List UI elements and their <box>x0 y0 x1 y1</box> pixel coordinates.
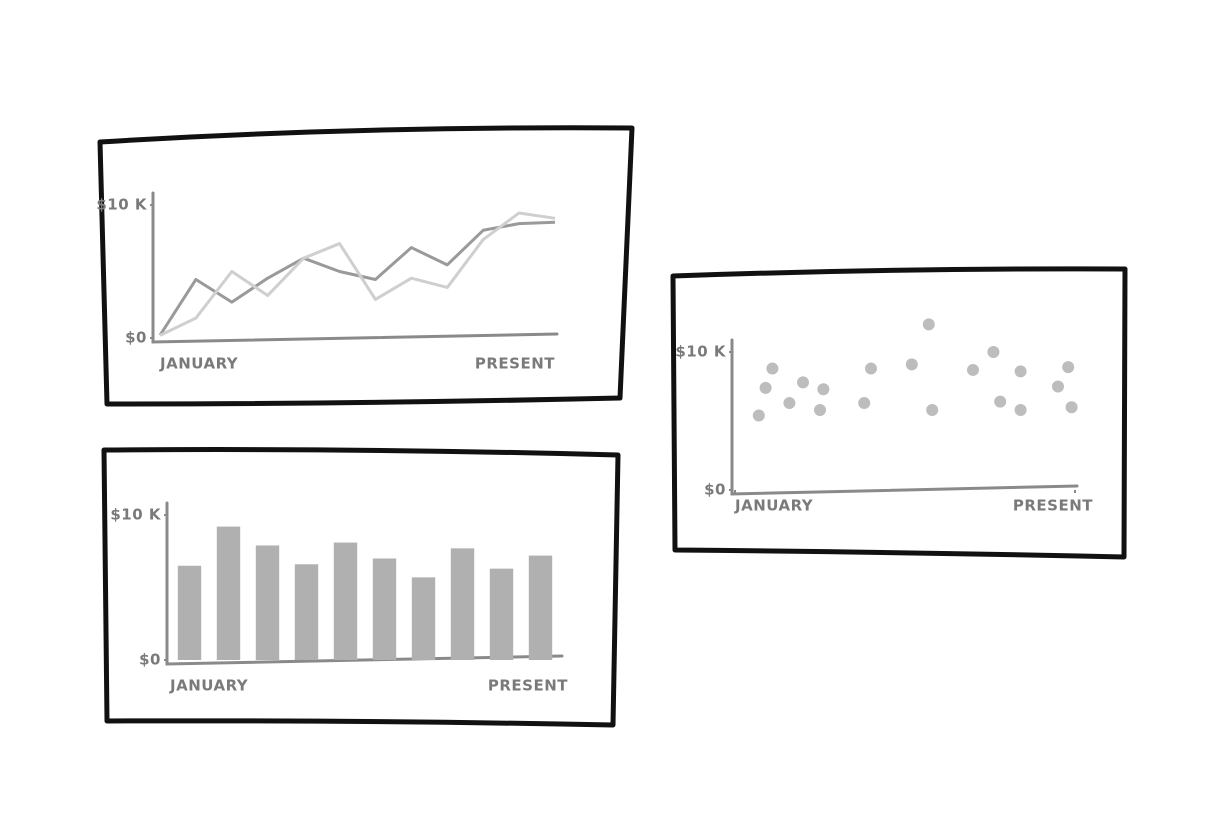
bar <box>333 542 358 660</box>
x-tick-label: JANUARY <box>159 355 239 373</box>
panel-frame <box>670 266 1128 560</box>
y-tick-label: $0 <box>125 329 147 347</box>
scatter-point <box>987 346 1000 358</box>
bar <box>294 564 319 660</box>
y-tick-label: $10 K <box>110 506 162 524</box>
y-tick-label: $10 K <box>675 343 727 361</box>
x-tick-label: JANUARY <box>169 677 249 695</box>
scatter-point <box>1014 365 1027 378</box>
bar <box>450 548 475 660</box>
axis <box>151 191 559 344</box>
y-tick-label: $0 <box>139 651 161 669</box>
x-tick-label: JANUARY <box>734 497 814 515</box>
scatter-point <box>783 397 796 410</box>
bar <box>489 568 514 660</box>
y-tick-label: $0 <box>704 481 726 499</box>
bar <box>177 565 202 660</box>
scatter-point <box>994 395 1007 408</box>
y-tick-label: $10 K <box>96 196 148 214</box>
scatter-point <box>1065 401 1078 414</box>
line-series <box>159 211 556 337</box>
scatter-point <box>905 358 918 371</box>
scatter-point <box>967 363 979 376</box>
line-series <box>158 220 556 337</box>
scatter-point <box>1062 361 1075 374</box>
scatter-point <box>797 376 809 389</box>
scatter-point <box>858 397 871 410</box>
scatter-point <box>752 409 765 422</box>
x-tick-label: PRESENT <box>488 677 568 695</box>
scatter-point <box>766 362 779 375</box>
scatter-point <box>1014 403 1027 416</box>
axis <box>730 338 1079 496</box>
scatter-point <box>759 381 772 394</box>
bar <box>255 545 280 660</box>
scatter-point <box>814 403 826 416</box>
bar <box>528 555 553 660</box>
bar <box>216 526 241 660</box>
scatter-point <box>926 403 939 416</box>
bar <box>372 558 397 660</box>
scatter-point <box>817 383 830 396</box>
x-tick-label: PRESENT <box>1013 497 1093 515</box>
scatter-point <box>922 318 935 331</box>
scatter-point <box>865 362 877 375</box>
bar <box>411 577 436 660</box>
x-tick-label: PRESENT <box>475 355 555 373</box>
scatter-point <box>1052 380 1064 393</box>
